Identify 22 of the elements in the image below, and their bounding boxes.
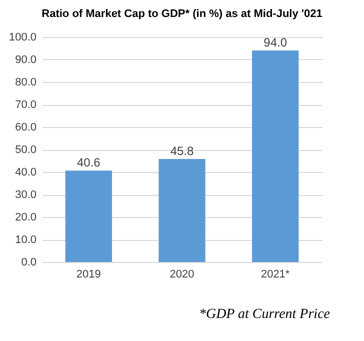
data-label: 40.6 bbox=[76, 156, 101, 170]
bar bbox=[252, 50, 299, 262]
y-tick-label: 70.0 bbox=[15, 99, 36, 111]
data-label: 45.8 bbox=[170, 144, 194, 158]
y-tick-label: 0.0 bbox=[21, 256, 36, 268]
data-label: 94.0 bbox=[264, 36, 288, 50]
y-tick-label: 50.0 bbox=[15, 144, 36, 156]
bar bbox=[158, 158, 206, 262]
x-tick-label: 2021* bbox=[260, 268, 290, 280]
y-tick-label: 30.0 bbox=[15, 189, 36, 201]
y-tick-label: 80.0 bbox=[15, 76, 36, 88]
y-tick-label: 20.0 bbox=[15, 212, 36, 224]
y-tick-label: 90.0 bbox=[15, 54, 36, 66]
y-tick-label: 10.0 bbox=[15, 234, 36, 246]
x-tick-label: 2020 bbox=[170, 268, 194, 280]
x-tick-label: 2019 bbox=[76, 268, 101, 280]
y-tick-label: 60.0 bbox=[15, 122, 36, 134]
chart-title: Ratio of Market Cap to GDP* (in %) as at Mid-July '021 bbox=[42, 8, 322, 20]
bar bbox=[65, 170, 112, 262]
text: *GDP at Current Price bbox=[198, 307, 330, 322]
y-tick-label: 100.0 bbox=[8, 32, 36, 44]
y-tick-label: 40.0 bbox=[15, 166, 36, 178]
